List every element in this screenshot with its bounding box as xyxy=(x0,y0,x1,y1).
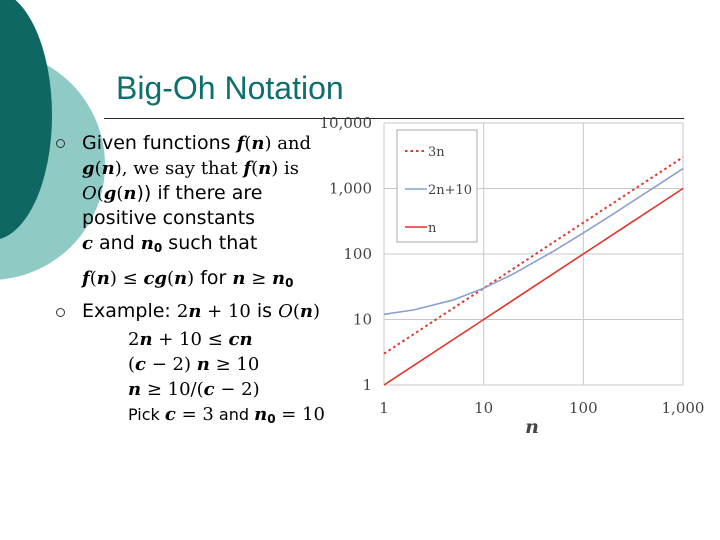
x-tick-label: 1,000 xyxy=(662,399,705,417)
y-tick-label: 1,000 xyxy=(329,180,372,198)
x-axis-label: n xyxy=(525,416,539,438)
bullet1-line3: O(g(n)) if there are xyxy=(82,182,263,204)
y-tick-label: 1 xyxy=(362,376,372,394)
bullet1-line1: Given functions f(n) and xyxy=(82,132,312,154)
legend-box xyxy=(396,129,478,243)
decorative-circles xyxy=(0,0,105,280)
x-tick-label: 1 xyxy=(379,399,389,417)
series-line-n xyxy=(383,187,684,386)
series-line-3n xyxy=(383,156,684,355)
step-4: Pick c = 3 and n0 = 10 xyxy=(128,404,326,426)
series-line-2n10 xyxy=(383,167,684,316)
x-tick-label: 10 xyxy=(474,399,493,417)
legend-label: n xyxy=(428,221,437,236)
x-tick-label: 100 xyxy=(569,399,598,417)
slide-title: Big-Oh Notation xyxy=(116,70,344,106)
bullet1-line6: f(n) ≤ cg(n) for n ≥ n0 xyxy=(82,267,294,290)
y-tick-label: 10 xyxy=(353,311,372,329)
title-divider xyxy=(104,118,684,119)
y-tick-label: 100 xyxy=(343,245,372,263)
step-3: n ≥ 10/(c − 2) xyxy=(128,379,260,400)
step-1: 2n + 10 ≤ cn xyxy=(128,329,253,350)
bullet-icon xyxy=(56,139,65,148)
bullet-icon xyxy=(56,308,65,317)
deco-dark-circle xyxy=(0,0,52,239)
legend-label: 2n+10 xyxy=(428,183,472,198)
bullet1-line5: c and n0 such that xyxy=(82,232,258,255)
y-tick-label: 10,000 xyxy=(320,114,373,132)
bullet1-line2: g(n), we say that f(n) is xyxy=(82,158,299,179)
bullet1-line4: positive constants xyxy=(82,207,256,229)
legend-label: 3n xyxy=(428,145,445,160)
step-2: (c − 2) n ≥ 10 xyxy=(128,354,260,375)
bullet2-line: Example: 2n + 10 is O(n) xyxy=(82,300,321,322)
